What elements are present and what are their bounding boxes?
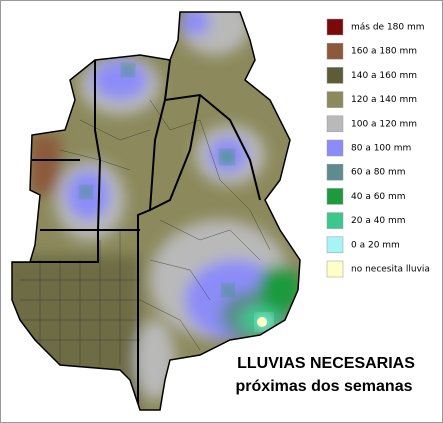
legend-label: 0 a 20 mm [351,240,400,250]
map-outline [11,11,301,411]
legend-swatch [326,91,344,108]
legend-swatch [326,67,344,84]
legend-label: 160 a 180 mm [351,47,417,57]
legend-label: 80 a 100 mm [351,144,411,154]
legend-swatch [326,260,344,278]
legend-swatch [326,115,344,133]
legend-swatch [326,188,344,205]
departments [20,99,271,365]
title-line1: LLUVIAS NECESARIAS [237,355,415,372]
legend-label: 120 a 140 mm [351,95,417,105]
legend-swatch [326,42,344,60]
legend-label: no necesita lluvia [351,265,430,275]
legend-swatch [326,212,344,229]
legend-swatch [326,139,344,157]
legend-label: 40 a 60 mm [351,192,406,202]
legend: más de 180 mm 160 a 180 mm 140 a 160 mm 120… [326,18,430,278]
legend-label: 20 a 40 mm [351,216,406,226]
legend-swatch [326,236,344,254]
legend-label: 60 a 80 mm [351,168,406,178]
legend-swatch [326,18,344,36]
legend-label: 100 a 120 mm [351,119,417,129]
title-line2: próximas dos semanas [236,378,413,395]
legend-swatch [326,163,344,181]
legend-label: más de 180 mm [351,23,425,33]
legend-label: 140 a 160 mm [351,71,417,81]
province-borders [12,59,261,410]
